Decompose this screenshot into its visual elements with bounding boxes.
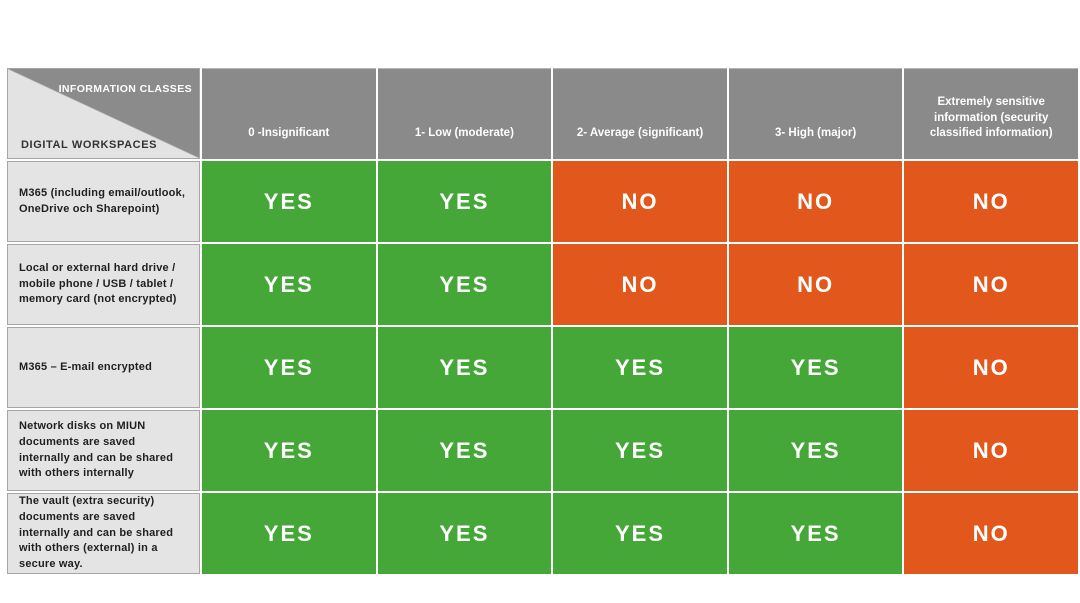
cell-r2-c2-yes: YES bbox=[553, 327, 727, 408]
column-header-2: 2- Average (significant) bbox=[553, 68, 727, 159]
row-label-2: M365 – E-mail encrypted bbox=[7, 327, 200, 408]
cell-r4-c3-yes: YES bbox=[728, 493, 903, 574]
cell-r2-c4-no: NO bbox=[904, 327, 1078, 408]
column-header-1: 1- Low (moderate) bbox=[377, 68, 552, 159]
corner-label-digital-workspaces: DIGITAL WORKSPACES bbox=[21, 139, 158, 151]
column-header-4: Extremely sensitive information (securit… bbox=[904, 68, 1078, 159]
row-label-1: Local or external hard drive / mobile ph… bbox=[7, 244, 200, 325]
row-label-3: Network disks on MIUN documents are save… bbox=[7, 410, 200, 491]
row-label-4: The vault (extra security) documents are… bbox=[7, 493, 200, 574]
cell-r0-c0-yes: YES bbox=[202, 161, 376, 242]
cell-r1-c2-no: NO bbox=[553, 244, 727, 325]
cell-r4-c0-yes: YES bbox=[202, 493, 376, 574]
cell-r4-c4-no: NO bbox=[904, 493, 1078, 574]
information-classes-matrix-table: INFORMATION CLASSES DIGITAL WORKSPACES 0… bbox=[7, 68, 1078, 574]
cell-r3-c2-yes: YES bbox=[553, 410, 727, 491]
cell-r1-c1-yes: YES bbox=[377, 244, 552, 325]
column-header-3: 3- High (major) bbox=[728, 68, 903, 159]
cell-r3-c4-no: NO bbox=[904, 410, 1078, 491]
cell-r1-c0-yes: YES bbox=[202, 244, 376, 325]
cell-r2-c0-yes: YES bbox=[202, 327, 376, 408]
cell-r0-c4-no: NO bbox=[904, 161, 1078, 242]
cell-r4-c1-yes: YES bbox=[377, 493, 552, 574]
cell-r3-c0-yes: YES bbox=[202, 410, 376, 491]
cell-r0-c1-yes: YES bbox=[377, 161, 552, 242]
cell-r0-c2-no: NO bbox=[553, 161, 727, 242]
cell-r2-c1-yes: YES bbox=[377, 327, 552, 408]
cell-r3-c3-yes: YES bbox=[728, 410, 903, 491]
corner-label-information-classes: INFORMATION CLASSES bbox=[58, 83, 192, 95]
cell-r4-c2-yes: YES bbox=[553, 493, 727, 574]
column-header-0: 0 -Insignificant bbox=[202, 68, 376, 159]
cell-r3-c1-yes: YES bbox=[377, 410, 552, 491]
corner-cell: INFORMATION CLASSES DIGITAL WORKSPACES bbox=[7, 68, 200, 159]
cell-r2-c3-yes: YES bbox=[728, 327, 903, 408]
cell-r1-c4-no: NO bbox=[904, 244, 1078, 325]
cell-r0-c3-no: NO bbox=[728, 161, 903, 242]
cell-r1-c3-no: NO bbox=[728, 244, 903, 325]
row-label-0: M365 (including email/outlook, OneDrive … bbox=[7, 161, 200, 242]
